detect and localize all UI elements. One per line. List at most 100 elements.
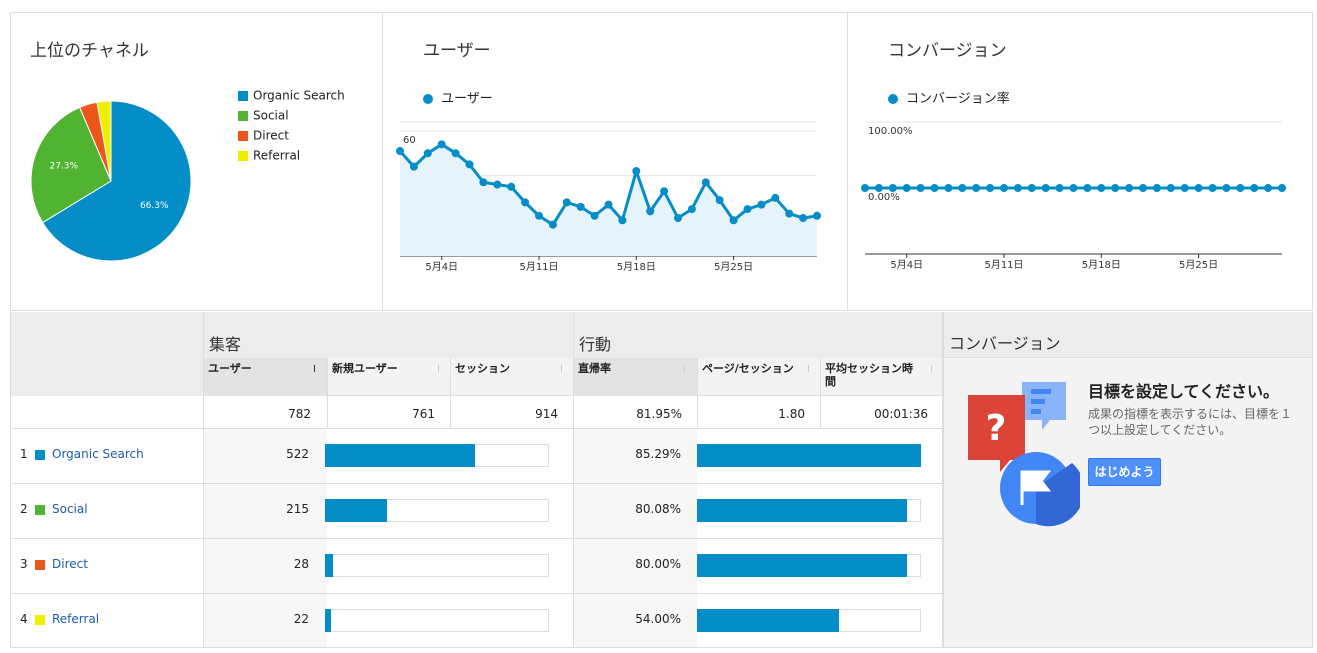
point bbox=[1097, 184, 1106, 192]
point bbox=[1111, 184, 1120, 192]
sorted-header-bg bbox=[203, 358, 327, 396]
row-border bbox=[10, 428, 943, 429]
rank: 3 bbox=[20, 557, 28, 571]
column-bg bbox=[573, 428, 697, 647]
channel-link[interactable]: Direct bbox=[52, 557, 88, 571]
cell-border bbox=[203, 312, 204, 648]
point bbox=[535, 211, 543, 220]
legend-swatch bbox=[238, 91, 248, 101]
icon-line bbox=[1031, 389, 1051, 394]
point bbox=[1222, 184, 1231, 192]
icon-shade bbox=[1036, 463, 1080, 527]
legend-marker bbox=[888, 94, 898, 104]
legend-label: Social bbox=[253, 109, 289, 123]
point bbox=[590, 211, 599, 220]
bounce-bar bbox=[697, 554, 908, 577]
row-border bbox=[10, 593, 943, 594]
column-header[interactable]: ユーザー bbox=[208, 362, 252, 375]
rank: 4 bbox=[20, 612, 28, 626]
point bbox=[1055, 184, 1064, 192]
sort-arrow bbox=[808, 365, 809, 372]
channel-swatch bbox=[35, 450, 45, 460]
x-tick-label: 5月4日 bbox=[890, 259, 923, 271]
channel-link[interactable]: Organic Search bbox=[52, 447, 144, 461]
row-border bbox=[10, 538, 943, 539]
point bbox=[451, 149, 460, 158]
legend-swatch bbox=[238, 151, 248, 161]
point bbox=[1152, 184, 1161, 192]
conversion-header bbox=[944, 312, 1312, 358]
column-header[interactable]: セッション bbox=[455, 362, 510, 375]
point bbox=[646, 207, 655, 216]
users-bar bbox=[325, 499, 387, 522]
x-tick-label: 5月4日 bbox=[425, 261, 458, 273]
point bbox=[785, 209, 794, 218]
users-bar bbox=[325, 444, 475, 467]
column-header[interactable]: 新規ユーザー bbox=[332, 362, 398, 375]
group-label: 集客 bbox=[209, 335, 242, 354]
channel-swatch bbox=[35, 505, 45, 515]
legend-marker bbox=[423, 94, 433, 104]
table-frame bbox=[10, 312, 943, 648]
channel-link[interactable]: Referral bbox=[52, 612, 100, 626]
point bbox=[902, 184, 911, 192]
point bbox=[986, 184, 995, 192]
point bbox=[944, 184, 953, 192]
bar-track bbox=[325, 609, 549, 632]
channel-link[interactable]: Social bbox=[52, 502, 88, 516]
slice-label: 27.3% bbox=[49, 161, 78, 171]
goal-text: 成果の指標を表示するには、目標を１つ以上設定してください。 bbox=[1088, 407, 1293, 437]
point bbox=[1083, 184, 1092, 192]
bounce-bar bbox=[697, 609, 839, 632]
point bbox=[874, 184, 883, 192]
pie-slice bbox=[96, 100, 112, 182]
point bbox=[916, 184, 925, 192]
bounce-bar bbox=[697, 499, 908, 522]
point bbox=[1264, 184, 1273, 192]
point bbox=[1139, 184, 1147, 192]
cell-border bbox=[820, 358, 821, 428]
point bbox=[715, 196, 724, 205]
goal-icon: ? bbox=[968, 382, 1080, 527]
sorted-header-bg bbox=[573, 358, 697, 396]
chart-title: ユーザー bbox=[423, 41, 491, 61]
users-value: 522 bbox=[286, 447, 309, 461]
users-value: 22 bbox=[293, 612, 309, 626]
point bbox=[1278, 184, 1286, 192]
point bbox=[701, 178, 710, 187]
column-header[interactable]: ページ/セッション bbox=[702, 362, 794, 375]
y-tick-label: 100.00% bbox=[868, 126, 913, 137]
group-label: 行動 bbox=[579, 335, 612, 354]
icon-glyph: ? bbox=[986, 408, 1007, 449]
start-button[interactable]: はじめよう bbox=[1088, 458, 1161, 486]
header-bg bbox=[10, 358, 203, 396]
cell-border bbox=[450, 358, 451, 428]
x-tick-label: 5月18日 bbox=[617, 261, 656, 273]
bounce-bar bbox=[697, 444, 921, 467]
point bbox=[813, 211, 821, 220]
row-border bbox=[10, 483, 943, 484]
chart-title: 上位のチャネル bbox=[30, 41, 149, 61]
goal-heading: 目標を設定してください。 bbox=[1088, 382, 1280, 401]
point bbox=[674, 214, 682, 223]
column-header[interactable]: 平均セッション時間 bbox=[825, 362, 913, 388]
point bbox=[507, 182, 516, 191]
pie-slice bbox=[41, 100, 192, 262]
total-value: 761 bbox=[412, 407, 435, 421]
column-bg bbox=[203, 428, 327, 647]
legend-label: Organic Search bbox=[253, 89, 345, 103]
point bbox=[1180, 184, 1189, 192]
total-value: 1.80 bbox=[778, 407, 805, 421]
rank: 2 bbox=[20, 502, 28, 516]
pie-slice bbox=[30, 106, 112, 224]
sort-arrow bbox=[438, 365, 439, 372]
point bbox=[1027, 184, 1036, 192]
x-tick-label: 5月25日 bbox=[1179, 259, 1218, 271]
users-bar bbox=[325, 609, 332, 632]
point bbox=[423, 149, 432, 158]
point bbox=[1069, 184, 1078, 192]
point bbox=[632, 167, 641, 176]
column-header[interactable]: 直帰率 bbox=[578, 362, 611, 375]
